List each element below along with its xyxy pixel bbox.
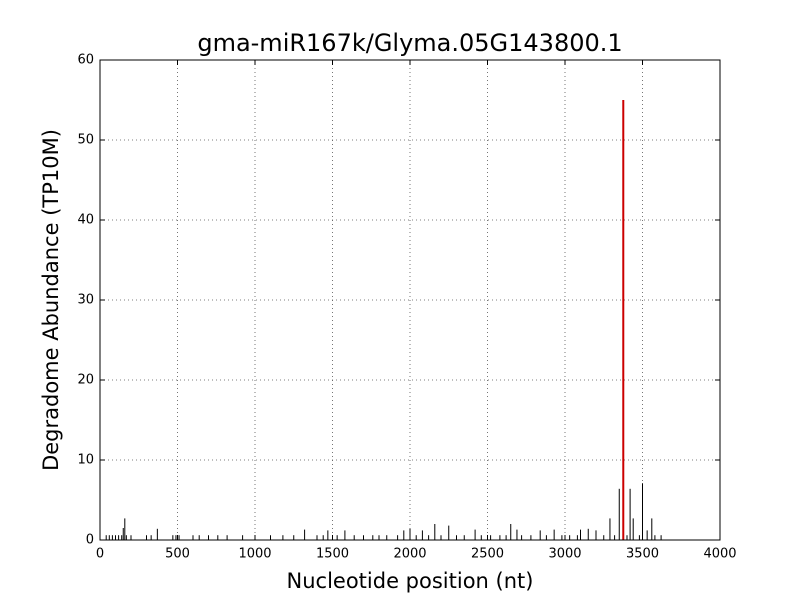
y-axis-label: Degradome Abundance (TP10M) xyxy=(39,129,63,471)
x-tick-label: 3500 xyxy=(626,547,659,562)
y-tick-label: 60 xyxy=(77,53,94,68)
y-tick-label: 40 xyxy=(77,213,94,228)
x-tick-label: 2000 xyxy=(393,547,426,562)
y-tick-label: 50 xyxy=(77,133,94,148)
x-tick-label: 1500 xyxy=(316,547,349,562)
y-tick-label: 0 xyxy=(86,533,94,548)
x-tick-label: 2500 xyxy=(471,547,504,562)
x-axis-label: Nucleotide position (nt) xyxy=(287,569,534,593)
y-tick-label: 30 xyxy=(77,293,94,308)
x-tick-label: 4000 xyxy=(703,547,736,562)
x-tick-label: 3000 xyxy=(548,547,581,562)
plot-frame xyxy=(99,59,721,541)
chart-title: gma-miR167k/Glyma.05G143800.1 xyxy=(197,29,622,57)
x-tick-label: 0 xyxy=(96,547,104,562)
x-tick-label: 500 xyxy=(165,547,190,562)
y-tick-label: 20 xyxy=(77,373,94,388)
y-tick-label: 10 xyxy=(77,453,94,468)
x-tick-label: 1000 xyxy=(238,547,271,562)
